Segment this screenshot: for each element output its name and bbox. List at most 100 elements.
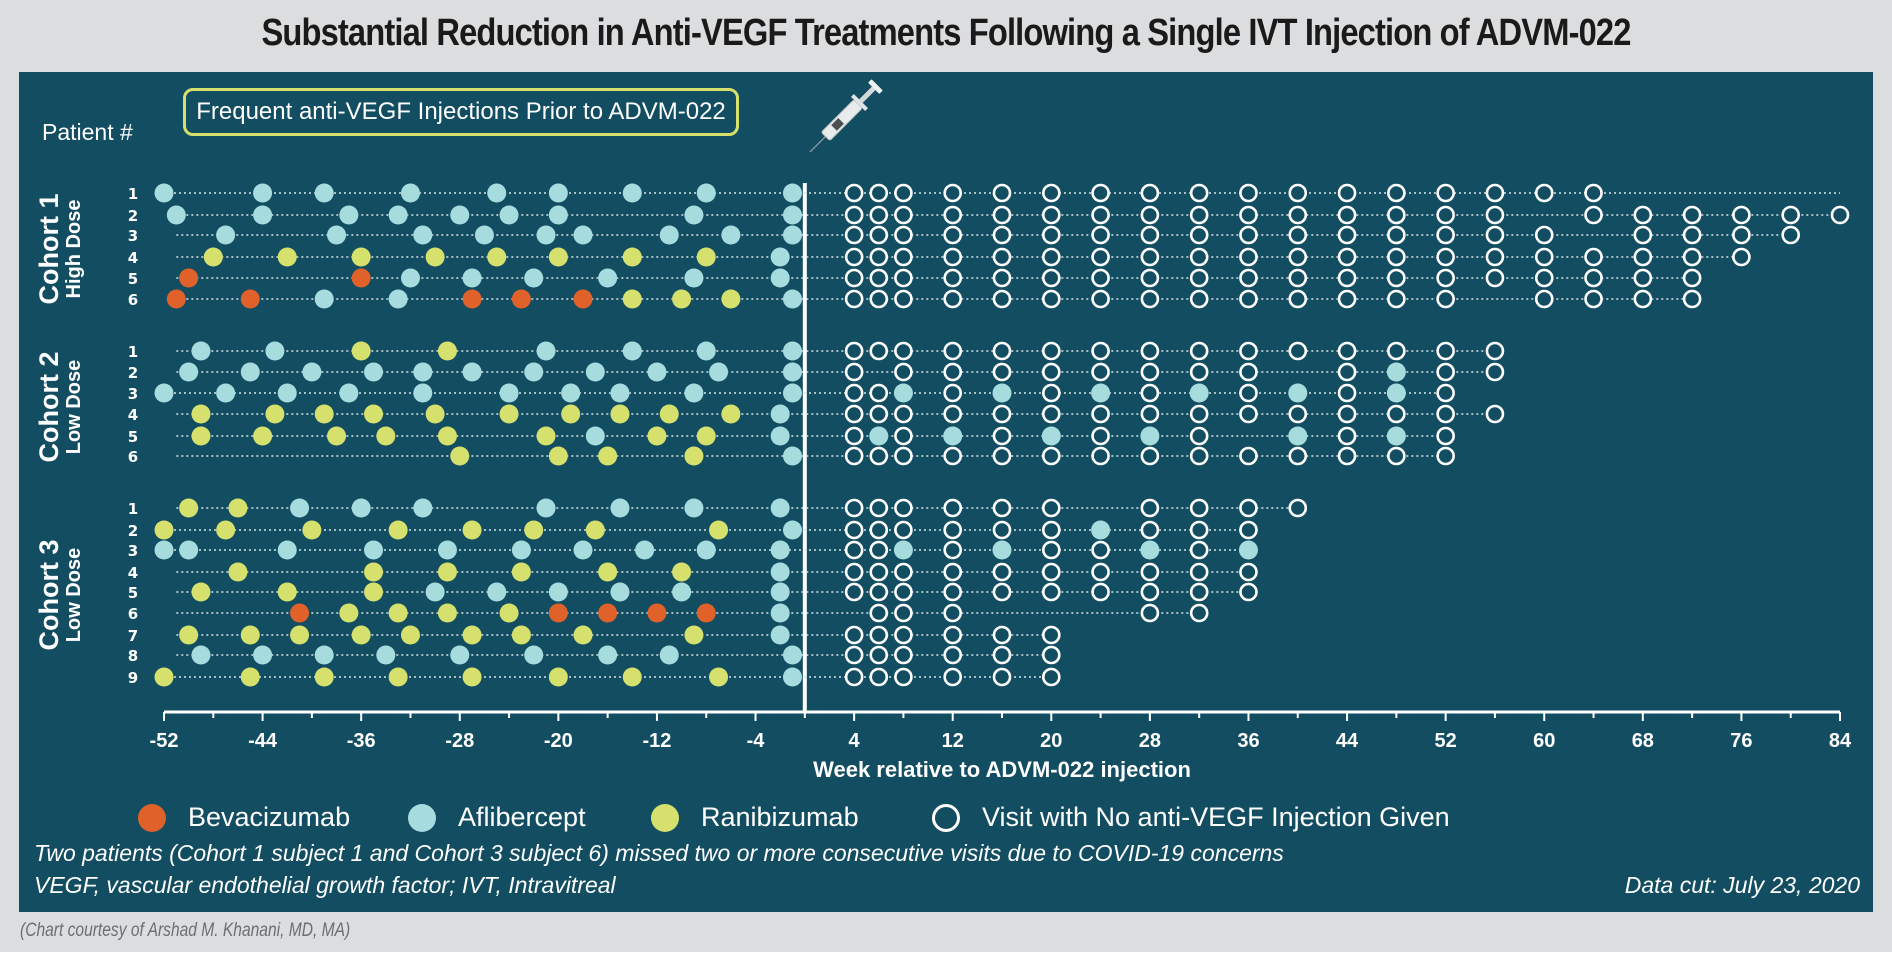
visit-aflibercept — [154, 383, 174, 403]
visit-ranibizumab — [154, 520, 174, 540]
visit-aflibercept — [573, 225, 593, 245]
visit-ranibizumab — [709, 520, 729, 540]
visit-ranibizumab — [598, 562, 618, 582]
visit-no-injection — [1239, 562, 1258, 582]
visit-aflibercept — [400, 268, 420, 288]
x-tick-label: 76 — [1730, 730, 1752, 752]
visit-aflibercept — [450, 205, 470, 225]
visit-no-injection — [844, 540, 864, 560]
visit-aflibercept — [1238, 540, 1258, 560]
cohort-label-3: Cohort 3 Low Dose — [34, 515, 85, 675]
visit-no-injection — [943, 520, 963, 540]
visit-bevacizumab — [573, 289, 593, 309]
visit-no-injection — [1239, 582, 1258, 602]
visit-no-injection — [1140, 446, 1160, 466]
visit-aflibercept — [216, 383, 236, 403]
visit-aflibercept — [783, 520, 802, 540]
visit-no-injection — [1189, 247, 1209, 267]
ranibizumab-swatch — [651, 803, 679, 832]
visit-aflibercept — [314, 183, 334, 203]
visit-ranibizumab — [437, 341, 457, 361]
visit-no-injection — [894, 183, 913, 203]
visit-no-injection — [1485, 362, 1505, 382]
visit-no-injection — [1140, 205, 1160, 225]
visit-ranibizumab — [450, 446, 470, 466]
visit-no-injection — [1781, 205, 1801, 225]
visit-no-injection — [1337, 268, 1357, 288]
visit-ranibizumab — [462, 520, 482, 540]
visit-aflibercept — [869, 426, 889, 446]
visit-no-injection — [1337, 446, 1357, 466]
visit-no-injection — [1091, 247, 1110, 267]
visit-no-injection — [1189, 603, 1209, 623]
visit-aflibercept — [992, 383, 1012, 403]
visit-ranibizumab — [364, 404, 383, 424]
visit-no-injection — [869, 540, 889, 560]
legend-no-injection: Visit with No anti-VEGF Injection Given — [932, 802, 1450, 833]
visit-no-injection — [1633, 268, 1653, 288]
visit-aflibercept — [388, 289, 408, 309]
patient-number: 5 — [128, 584, 138, 602]
visit-no-injection — [894, 426, 913, 446]
visit-no-injection — [992, 341, 1012, 361]
visit-ranibizumab — [327, 426, 347, 446]
visit-ranibizumab — [684, 625, 704, 645]
visit-no-injection — [943, 247, 963, 267]
visit-aflibercept — [265, 341, 285, 361]
visit-no-injection — [992, 404, 1012, 424]
visit-aflibercept — [770, 426, 790, 446]
visit-aflibercept — [462, 268, 482, 288]
visit-aflibercept — [622, 183, 642, 203]
visit-aflibercept — [721, 225, 741, 245]
visit-ranibizumab — [179, 625, 199, 645]
x-tick-label: -28 — [445, 730, 474, 752]
visit-no-injection — [1189, 362, 1209, 382]
patient-number: 5 — [128, 270, 138, 288]
visit-ranibizumab — [351, 341, 371, 361]
visit-no-injection — [1041, 667, 1061, 687]
visit-no-injection — [992, 205, 1012, 225]
visit-no-injection — [1485, 247, 1505, 267]
visit-no-injection — [894, 289, 913, 309]
visit-no-injection — [943, 341, 963, 361]
x-tick-label: -20 — [544, 730, 573, 752]
no-injection-swatch — [932, 803, 960, 832]
visit-no-injection — [1091, 540, 1110, 560]
visit-ranibizumab — [511, 625, 531, 645]
visit-no-injection — [1041, 341, 1061, 361]
visit-no-injection — [1337, 426, 1357, 446]
visit-no-injection — [1041, 183, 1061, 203]
visit-ranibizumab — [364, 562, 383, 582]
visit-no-injection — [943, 362, 963, 382]
visit-aflibercept — [277, 540, 297, 560]
visit-aflibercept — [413, 225, 433, 245]
visit-no-injection — [1041, 404, 1061, 424]
visit-no-injection — [1140, 582, 1160, 602]
cohort-dose: Low Dose — [63, 547, 85, 643]
visit-no-injection — [1633, 247, 1653, 267]
visit-no-injection — [1140, 498, 1160, 518]
visit-ranibizumab — [388, 667, 408, 687]
legend-bevacizumab: Bevacizumab — [138, 802, 350, 833]
x-axis-label: Week relative to ADVM-022 injection — [813, 757, 1191, 782]
visit-aflibercept — [364, 540, 383, 560]
visit-no-injection — [869, 383, 889, 403]
patient-number: 1 — [128, 343, 138, 361]
visit-ranibizumab — [277, 582, 297, 602]
visit-aflibercept — [783, 383, 802, 403]
patient-number: 9 — [128, 669, 138, 687]
cohort-label-1: Cohort 1 High Dose — [34, 169, 85, 329]
visit-aflibercept — [536, 341, 556, 361]
visit-no-injection — [1534, 183, 1554, 203]
visit-no-injection — [943, 225, 963, 245]
visit-aflibercept — [216, 225, 236, 245]
visit-ranibizumab — [696, 247, 716, 267]
visit-no-injection — [992, 520, 1012, 540]
visit-aflibercept — [783, 446, 802, 466]
visit-aflibercept — [277, 383, 297, 403]
visit-no-injection — [844, 426, 864, 446]
visit-no-injection — [1485, 268, 1505, 288]
visit-no-injection — [844, 520, 864, 540]
visit-aflibercept — [364, 362, 383, 382]
visit-bevacizumab — [511, 289, 531, 309]
